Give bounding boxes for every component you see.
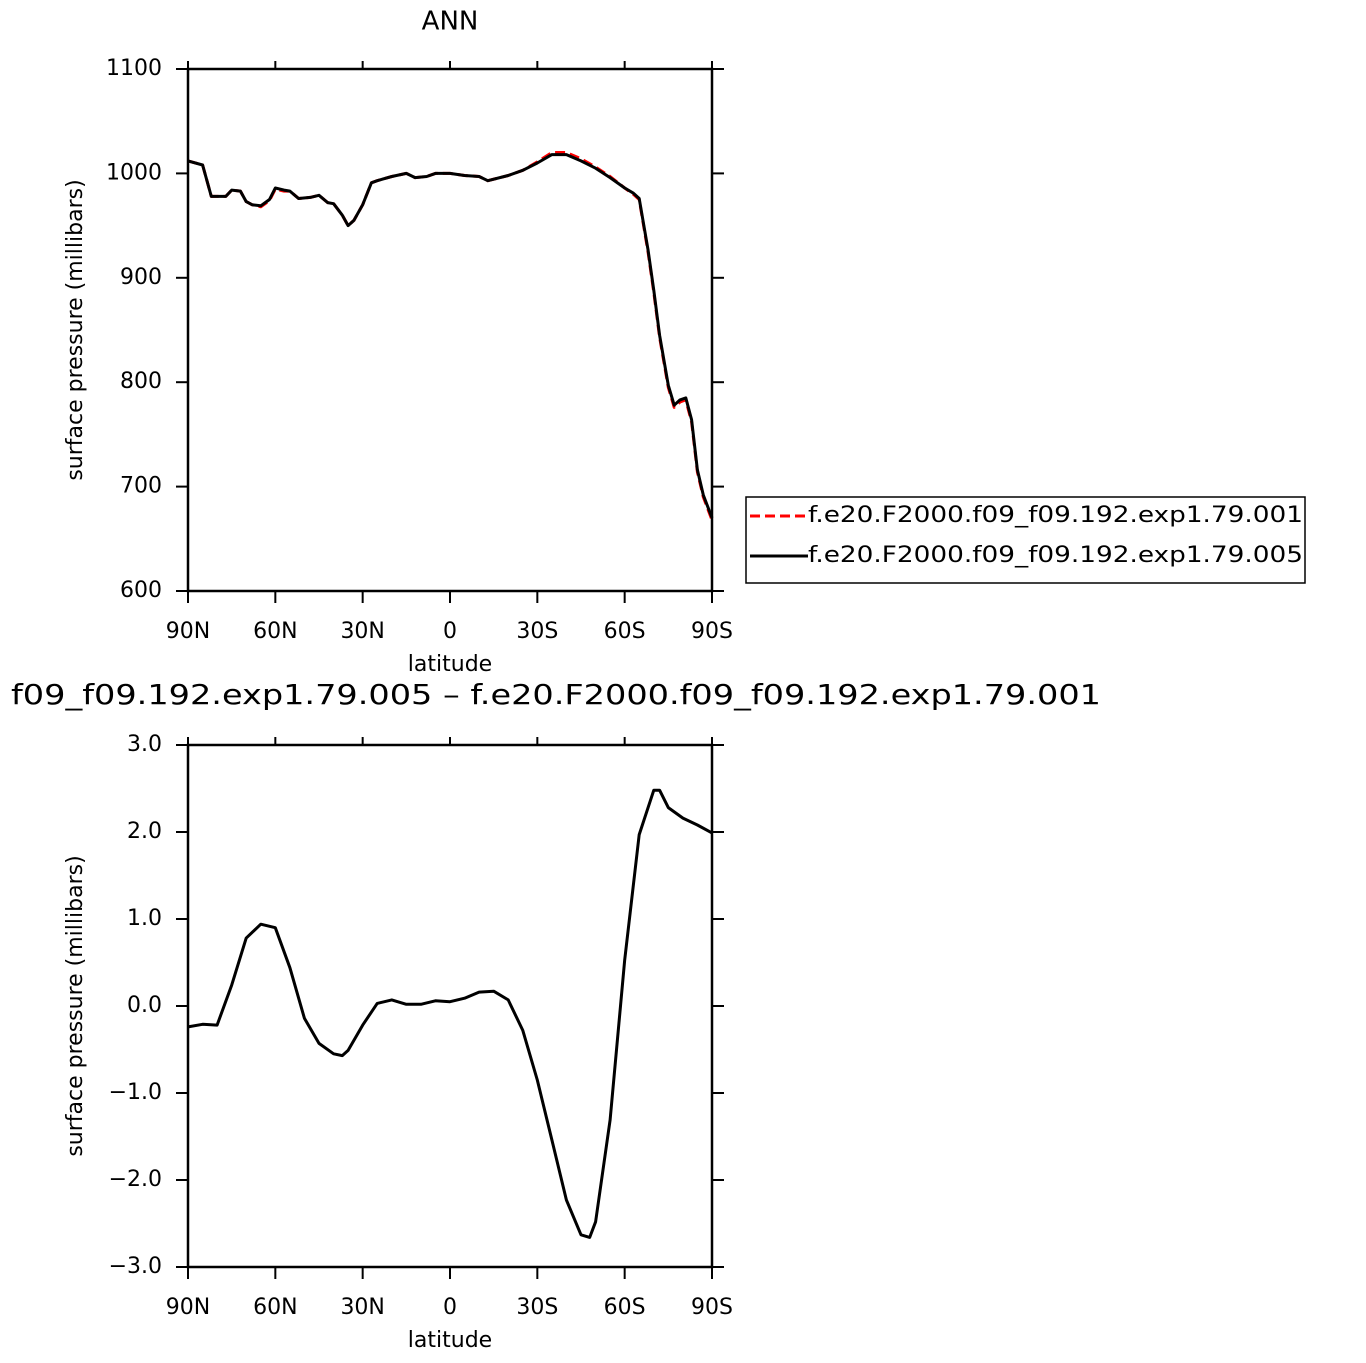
x-tick-label: 60N [253, 1295, 297, 1320]
series-line [187, 788, 713, 1239]
y-tick-label: −2.0 [109, 1167, 162, 1192]
y-tick-label: 600 [120, 578, 162, 603]
y-tick-label: 2.0 [127, 819, 162, 844]
y-tick-label: 700 [120, 474, 162, 499]
series-line [187, 151, 714, 521]
x-tick-label: 60N [253, 619, 297, 644]
y-tick-label: −3.0 [109, 1254, 162, 1279]
legend-label: f.e20.F2000.f09_f09.192.exp1.79.001 [808, 503, 1303, 528]
plot-frame [186, 67, 714, 593]
x-tick-label: 0 [443, 1295, 457, 1320]
x-tick-label: 30N [340, 619, 384, 644]
y-axis-label: surface pressure (millibars) [63, 179, 88, 480]
x-tick-label: 30N [340, 1295, 384, 1320]
plot-frame [186, 743, 714, 1269]
legend-box [745, 496, 1306, 584]
x-tick-label: 90S [691, 1295, 733, 1320]
x-tick-label: 30S [516, 1295, 558, 1320]
y-tick-label: 0.0 [127, 993, 162, 1018]
chart-title: f09_f09.192.exp1.79.005 – f.e20.F2000.f0… [11, 678, 1101, 711]
series-line [187, 153, 714, 519]
chart-title: ANN [422, 7, 479, 37]
x-axis-label: latitude [408, 1328, 492, 1353]
x-tick-label: 60S [604, 619, 646, 644]
y-tick-label: 1100 [106, 56, 162, 81]
y-tick-label: 3.0 [127, 732, 162, 757]
y-axis-label: surface pressure (millibars) [63, 855, 88, 1156]
x-tick-label: 60S [604, 1295, 646, 1320]
x-tick-label: 90N [166, 619, 210, 644]
x-tick-label: 90S [691, 619, 733, 644]
y-tick-label: 800 [120, 369, 162, 394]
y-tick-label: 900 [120, 265, 162, 290]
y-tick-label: 1.0 [127, 906, 162, 931]
x-axis-label: latitude [408, 652, 492, 677]
y-tick-label: −1.0 [109, 1080, 162, 1105]
legend-label: f.e20.F2000.f09_f09.192.exp1.79.005 [808, 543, 1303, 568]
x-tick-label: 0 [443, 619, 457, 644]
x-tick-label: 90N [166, 1295, 210, 1320]
y-tick-label: 1000 [106, 160, 162, 185]
x-tick-label: 30S [516, 619, 558, 644]
